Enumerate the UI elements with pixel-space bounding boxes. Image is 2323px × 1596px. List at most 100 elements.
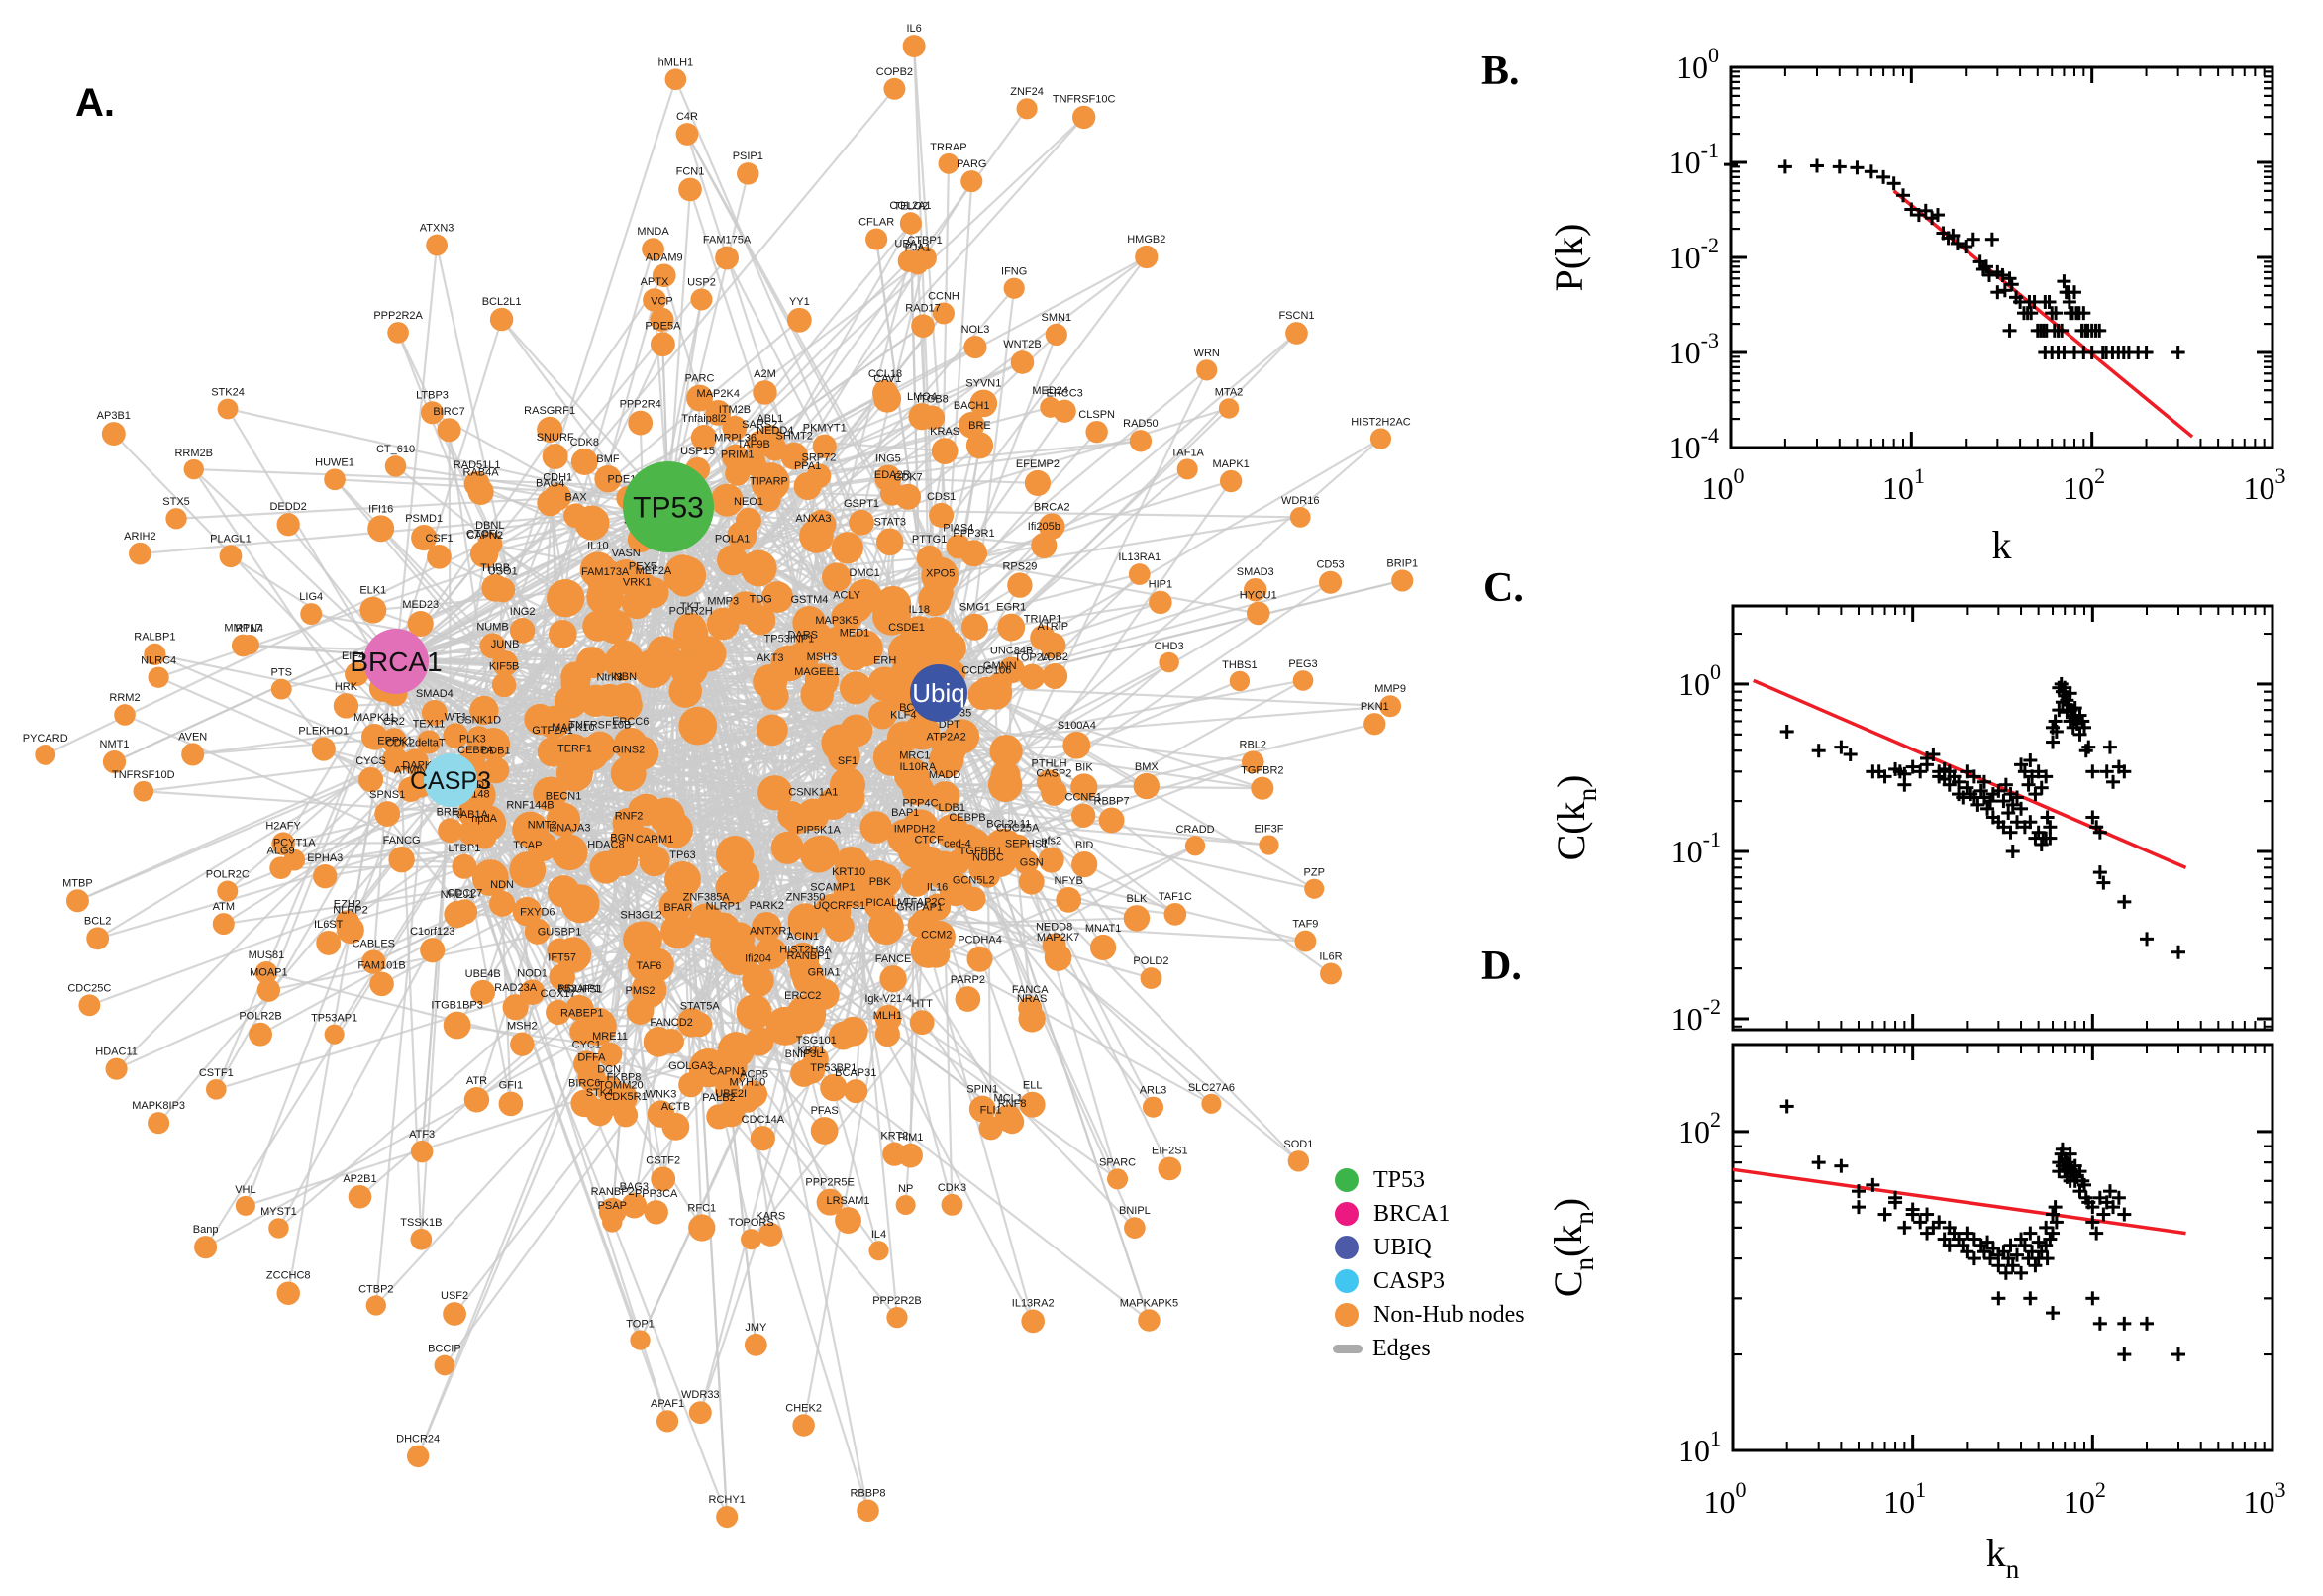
gene-node [300,603,323,626]
gene-node [1038,847,1064,873]
gene-node [1040,396,1061,418]
gene-node [757,714,788,747]
gene-label: CSNK1D [456,714,501,726]
gene-label: CTCF [914,835,944,847]
gene-label: CCNH [928,290,960,302]
gene-label: FKBP8 [607,1072,642,1084]
tick-label: 101 [1678,1426,1721,1468]
gene-label: C1orf123 [410,926,454,938]
gene-label: PICALM [865,897,906,909]
gene-node [969,389,998,418]
gene-label: EZH2 [334,898,361,910]
gene-label: WT1 [445,711,467,723]
gene-label: PSIP1 [733,150,763,162]
gene-label: NOL3 [961,324,990,336]
gene-label: RTN4 [236,623,264,635]
gene-label: AP3B1 [97,410,131,422]
gene-node [865,228,888,250]
gene-label: MOAP1 [250,967,288,979]
gene-node [552,834,588,871]
gene-node [542,444,568,470]
gene-label: Ifi205b [1028,521,1060,533]
legend-item-label: Non-Hub nodes [1373,1301,1525,1328]
gene-label: EGR1 [996,602,1026,614]
gene-label: PKN1 [1361,701,1389,713]
gene-node [1158,1156,1182,1181]
gene-label: WRN [1194,348,1220,359]
gene-label: VRK1 [623,576,652,588]
gene-label: MTA2 [1215,386,1244,398]
gene-node [663,554,702,592]
gene-label: PCYT1A [273,838,316,849]
gene-node [728,860,760,892]
gene-label: NRAS [1017,993,1048,1005]
gene-label: BRF1 [437,806,464,818]
gene-label: IL6 [906,23,921,35]
gene-node [1163,903,1187,926]
gene-node [1030,625,1056,651]
gene-label: BID [1075,840,1093,851]
gene-node [1241,750,1264,773]
gene-label: NDN [490,879,514,891]
gene-node [546,802,581,837]
gene-node [607,1091,635,1119]
gene-node [715,246,739,270]
legend-item-casp3: CASP3 [1335,1268,1525,1294]
gene-label: RASGRF1 [524,405,575,417]
gene-label: ERCC2 [784,990,821,1002]
tick-label: 103 [2244,463,2286,506]
gene-node [621,1192,648,1219]
gene-node [803,835,840,871]
gene-label: PPP2R2B [872,1295,922,1307]
gene-node [758,1222,783,1247]
gene-label: CDC14A [742,1114,785,1126]
gene-label: PRIM1 [721,449,755,461]
gene-label: CHEK2 [785,1402,822,1414]
tick-label: 100 [1704,1477,1747,1520]
gene-label: SHMT2 [776,431,813,443]
gene-node [35,744,56,765]
gene-node [181,743,205,766]
gene-label: IL18 [909,604,930,616]
gene-label: TP53AP1 [311,1013,357,1025]
gene-node [729,591,762,625]
hub-node-tp53 [623,461,714,552]
gene-label: IMPDH2 [894,824,936,836]
gene-node [579,684,612,717]
scatter-points [1779,676,2186,959]
gene-node [443,1302,466,1326]
network-panel: PRIM1 NHEJ1 CSTF1 CSTF2 KLF4 TFAP2C HIST2H2AC H… [23,23,1418,1529]
tick-label: 102 [1678,1107,1721,1149]
gene-label: SYVN1 [965,378,1001,390]
gene-label: MAP2K4 [697,388,740,400]
gene-node [469,805,507,842]
gene-label: IL16 [927,882,948,894]
gene-node [987,767,1023,802]
gene-node [361,723,388,750]
gene-label: SMG1 [960,602,990,614]
gene-node [533,776,567,812]
gene-label: BRE [968,420,991,432]
gene-label: HUWE1 [315,456,354,468]
gene-node [939,872,973,907]
gene-label: A2M [754,368,776,380]
gene-label: NEDD8 [1036,922,1072,934]
gene-node [491,672,517,698]
gene-label: SRP72 [802,451,837,463]
gene-label: ANXA3 [795,513,831,525]
gene-label: GSPT1 [844,498,879,510]
gene-label: GFI1 [499,1080,523,1092]
gene-label: BIRC7 [433,406,464,418]
gene-label: MYST1 [260,1206,297,1218]
gene-label: BAP1 [891,807,919,819]
gene-label: TAF9B [737,439,769,450]
gene-node [820,1073,848,1102]
tick-label: 10-3 [1669,328,1719,370]
gene-label: ZNF385A [683,891,731,903]
gene-label: CDS1 [927,491,956,503]
gene-node [427,544,452,569]
gene-label: GOLGA3 [668,1060,713,1072]
gene-label: FAM173A [581,566,630,578]
gene-label: POLR2C [206,869,250,881]
gene-node [324,468,346,491]
